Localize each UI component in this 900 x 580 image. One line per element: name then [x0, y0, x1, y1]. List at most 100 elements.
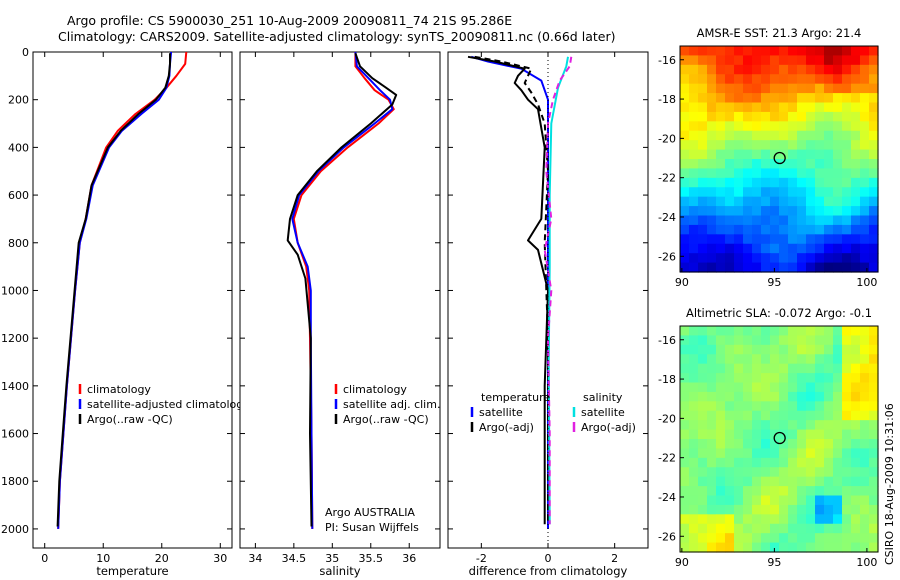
sst_map-cell: [752, 55, 762, 66]
sla_map-cell: [689, 523, 699, 534]
sla_map-cell: [689, 533, 699, 544]
sla_map-cell: [743, 391, 753, 402]
sst_map-cell: [851, 234, 861, 245]
sla_map-cell: [797, 523, 807, 534]
sst_map-cell: [788, 102, 798, 113]
sla_map-cell: [842, 420, 852, 431]
sla_map-cell: [797, 363, 807, 374]
sst_map-cell: [869, 93, 879, 104]
sla_map-cell: [743, 467, 753, 478]
sst_map-cell: [761, 121, 771, 132]
sla_map-cell: [806, 486, 816, 497]
sst_map-cell: [788, 215, 798, 226]
sst_map-cell: [770, 46, 780, 57]
sla_map-cell: [806, 363, 816, 374]
sst_map-cell: [725, 177, 735, 188]
sst_map-cell: [824, 177, 834, 188]
sla_map-cell: [725, 391, 735, 402]
sst_map-cell: [860, 130, 870, 141]
sla_map-cell: [734, 373, 744, 384]
sla_map-cell: [743, 410, 753, 421]
sst_map-cell: [752, 234, 762, 245]
sst_map-cell: [680, 46, 690, 57]
sla_map-cell: [788, 326, 798, 337]
sst_map-cell: [779, 93, 789, 104]
sst_map-cell: [806, 121, 816, 132]
sla_map-cell: [716, 363, 726, 374]
sla_map-cell: [842, 467, 852, 478]
sla_map-cell: [851, 523, 861, 534]
sst_map-cell: [797, 130, 807, 141]
sla_map-cell: [824, 354, 834, 365]
sla_map-cell: [761, 523, 771, 534]
sla_map-cell: [833, 382, 843, 393]
sla_map-cell: [680, 514, 690, 525]
sla_map-cell: [680, 533, 690, 544]
sla_map-cell: [698, 363, 708, 374]
sst_map-cell: [815, 215, 825, 226]
sla_map-cell: [725, 486, 735, 497]
sst_map-cell: [770, 187, 780, 198]
sst_map-cell: [788, 121, 798, 132]
sla_map-cell: [824, 439, 834, 450]
sst_map-cell: [860, 83, 870, 94]
sst_map-cell: [833, 149, 843, 160]
sst_map-cell: [716, 140, 726, 151]
sst_map-cell: [851, 111, 861, 122]
sst_map-cell: [797, 64, 807, 75]
sst_map-cell: [770, 64, 780, 75]
sst_map-cell: [869, 224, 879, 235]
sla_map-cell: [716, 495, 726, 506]
sla_map-cell: [689, 363, 699, 374]
sla_map-cell: [833, 542, 843, 553]
sst_map-ytick-label: -18: [658, 93, 676, 106]
sla_map-cell: [680, 495, 690, 506]
sst_map-cell: [734, 93, 744, 104]
sst_map-cell: [779, 121, 789, 132]
sla_map-cell: [860, 391, 870, 402]
sla_map-cell: [860, 401, 870, 412]
sst_map-cell: [842, 140, 852, 151]
sst_map-cell: [779, 74, 789, 85]
sla_map-cell: [725, 420, 735, 431]
sst_map-cell: [770, 215, 780, 226]
sla_map-cell: [680, 457, 690, 468]
sla_map-cell: [698, 523, 708, 534]
sst_map-cell: [698, 111, 708, 122]
sla_map-cell: [752, 476, 762, 487]
sla_map-cell: [707, 467, 717, 478]
sla_map-cell: [860, 410, 870, 421]
sla_map-cell: [851, 429, 861, 440]
temperature-series-black: [56, 53, 171, 527]
sla_map-cell: [869, 514, 879, 525]
sla_map-cell: [833, 354, 843, 365]
sla_map-cell: [806, 533, 816, 544]
sst_map-cell: [869, 121, 879, 132]
sla_map-cell: [788, 410, 798, 421]
sla_map-cell: [833, 429, 843, 440]
sst_map-cell: [716, 102, 726, 113]
sst_map-cell: [860, 74, 870, 85]
sst_map-cell: [842, 187, 852, 198]
sla_map-cell: [698, 542, 708, 553]
sla_map-cell: [842, 523, 852, 534]
sla_map-cell: [761, 429, 771, 440]
sla_map-cell: [797, 373, 807, 384]
sst_map-cell: [851, 177, 861, 188]
sst_map-cell: [824, 121, 834, 132]
sst_map-cell: [761, 83, 771, 94]
sst_map-cell: [869, 234, 879, 245]
sla_map-cell: [869, 335, 879, 346]
sla_map-cell: [689, 326, 699, 337]
sla_map-cell: [689, 373, 699, 384]
sla_map-cell: [707, 457, 717, 468]
sst_map-cell: [815, 243, 825, 254]
sst_map-cell: [833, 206, 843, 217]
sla_map-cell: [779, 448, 789, 459]
sla_map-cell: [752, 542, 762, 553]
sst_map-cell: [851, 243, 861, 254]
sla_map-ytick-label: -26: [658, 530, 676, 543]
sla_map-cell: [770, 486, 780, 497]
sla_map-cell: [842, 514, 852, 525]
sst_map-cell: [806, 111, 816, 122]
